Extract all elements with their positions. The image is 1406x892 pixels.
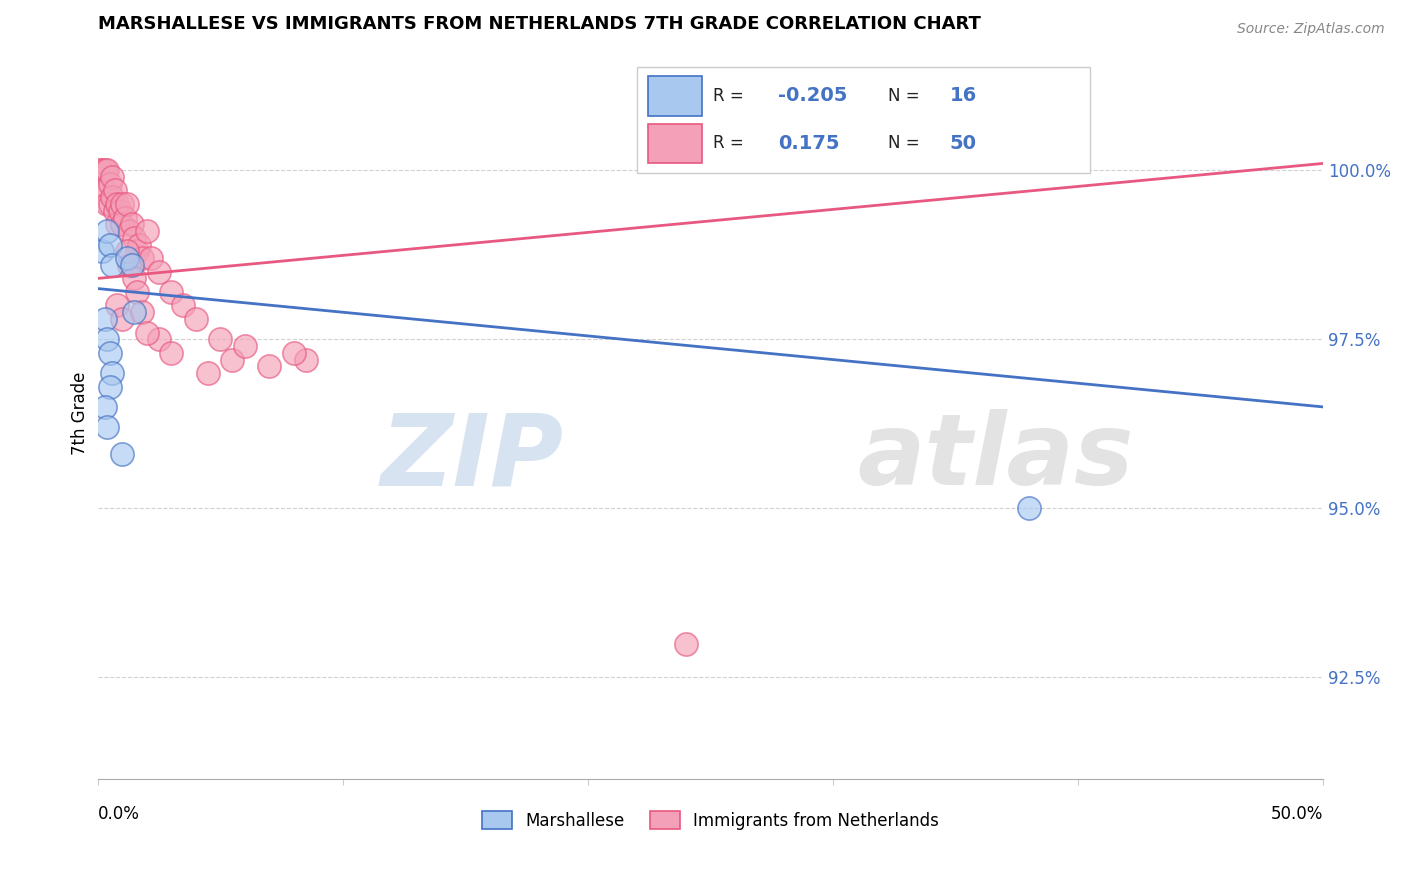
- Point: [111, 197, 134, 211]
- Text: MARSHALLESE VS IMMIGRANTS FROM NETHERLANDS 7TH GRADE CORRELATION CHART: MARSHALLESE VS IMMIGRANTS FROM NETHERLAN…: [97, 15, 980, 33]
- Text: Source: ZipAtlas.com: Source: ZipAtlas.com: [1237, 22, 1385, 37]
- Point: [94, 163, 117, 178]
- Text: 50: 50: [949, 134, 976, 153]
- Point: [91, 244, 114, 259]
- Point: [118, 258, 141, 272]
- Point: [233, 339, 256, 353]
- Point: [128, 237, 150, 252]
- Text: 50.0%: 50.0%: [1271, 805, 1323, 823]
- Point: [105, 298, 128, 312]
- Point: [160, 285, 183, 299]
- FancyBboxPatch shape: [637, 67, 1090, 173]
- Point: [115, 197, 138, 211]
- Point: [209, 332, 232, 346]
- Point: [125, 285, 148, 299]
- Point: [101, 366, 124, 380]
- Point: [135, 326, 157, 340]
- Point: [105, 197, 128, 211]
- Point: [98, 197, 121, 211]
- Point: [111, 312, 134, 326]
- Point: [124, 231, 146, 245]
- Point: [96, 163, 118, 178]
- Point: [197, 366, 219, 380]
- Point: [108, 203, 131, 218]
- Point: [96, 197, 118, 211]
- Point: [96, 332, 118, 346]
- Y-axis label: 7th Grade: 7th Grade: [72, 372, 89, 456]
- Point: [104, 184, 127, 198]
- Point: [184, 312, 207, 326]
- Point: [115, 251, 138, 265]
- Legend: Marshallese, Immigrants from Netherlands: Marshallese, Immigrants from Netherlands: [475, 805, 945, 837]
- Point: [89, 163, 111, 178]
- Text: 16: 16: [949, 87, 977, 105]
- Point: [124, 305, 146, 319]
- Text: R =: R =: [713, 135, 749, 153]
- Text: atlas: atlas: [858, 409, 1133, 506]
- Point: [1018, 501, 1040, 516]
- Point: [111, 447, 134, 461]
- Point: [131, 251, 153, 265]
- Point: [104, 203, 127, 218]
- Point: [148, 332, 170, 346]
- Point: [115, 244, 138, 259]
- Text: 0.0%: 0.0%: [97, 805, 139, 823]
- FancyBboxPatch shape: [648, 76, 702, 116]
- Point: [283, 346, 305, 360]
- Point: [96, 420, 118, 434]
- Point: [96, 224, 118, 238]
- Point: [98, 379, 121, 393]
- Point: [295, 352, 318, 367]
- Point: [91, 163, 114, 178]
- Text: R =: R =: [713, 87, 749, 105]
- Point: [125, 244, 148, 259]
- Point: [114, 211, 136, 225]
- Point: [135, 224, 157, 238]
- Point: [105, 217, 128, 231]
- Point: [118, 224, 141, 238]
- Point: [91, 177, 114, 191]
- Point: [98, 237, 121, 252]
- Point: [94, 184, 117, 198]
- FancyBboxPatch shape: [648, 124, 702, 163]
- Point: [148, 265, 170, 279]
- Point: [101, 258, 124, 272]
- Point: [221, 352, 243, 367]
- Point: [94, 312, 117, 326]
- Text: ZIP: ZIP: [380, 409, 564, 506]
- Point: [131, 305, 153, 319]
- Text: -0.205: -0.205: [778, 87, 848, 105]
- Point: [98, 346, 121, 360]
- Point: [172, 298, 194, 312]
- Point: [675, 637, 697, 651]
- Point: [124, 271, 146, 285]
- Text: 0.175: 0.175: [778, 134, 839, 153]
- Point: [101, 190, 124, 204]
- Text: N =: N =: [889, 87, 925, 105]
- Point: [121, 258, 143, 272]
- Point: [111, 217, 134, 231]
- Point: [98, 177, 121, 191]
- Point: [121, 217, 143, 231]
- Point: [257, 359, 280, 374]
- Point: [94, 400, 117, 414]
- Point: [101, 169, 124, 184]
- Point: [160, 346, 183, 360]
- Point: [141, 251, 163, 265]
- Text: N =: N =: [889, 135, 925, 153]
